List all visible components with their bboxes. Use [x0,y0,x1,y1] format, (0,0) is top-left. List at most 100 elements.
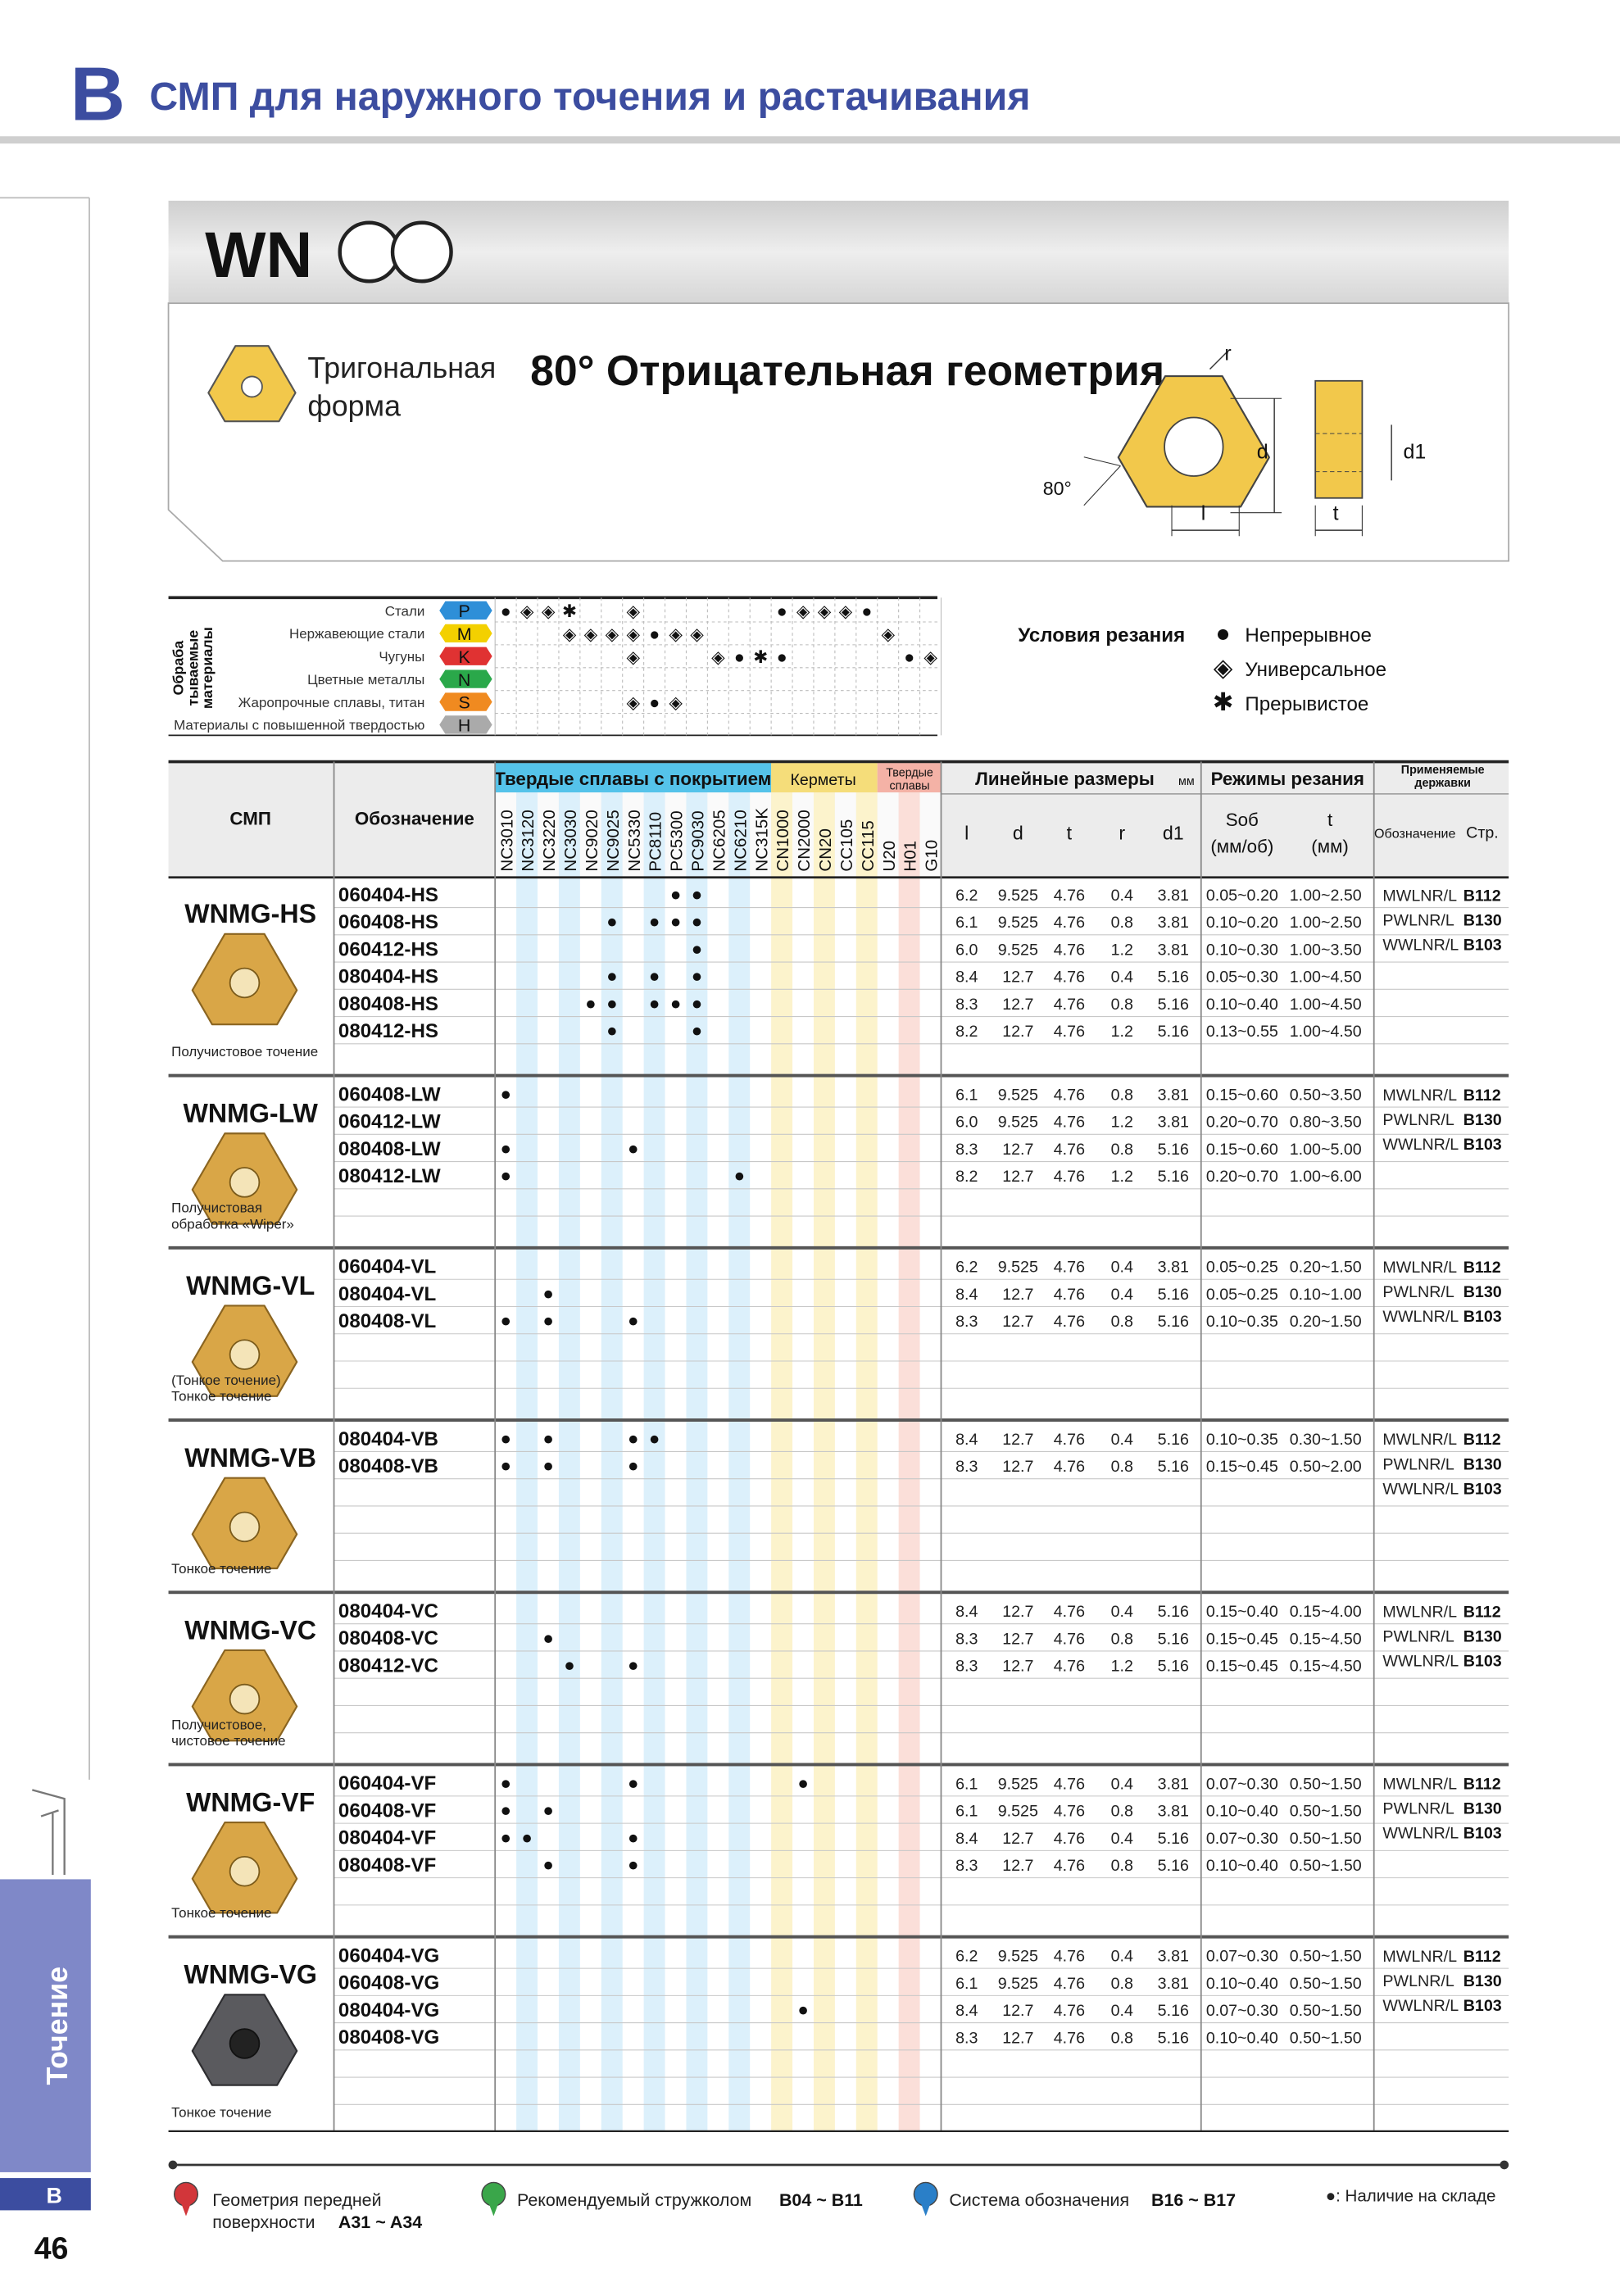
feed-value: 0.10~0.40 [1206,1803,1278,1821]
dimension-value: 12.7 [1002,969,1033,987]
depth-value: 0.50~1.50 [1290,1857,1362,1875]
grade-label: NC3120 [519,810,538,871]
dimension-value: 0.4 [1111,1259,1133,1277]
feed-value: 0.20~0.70 [1206,1114,1278,1132]
condition-symbol: ◈ [1214,654,1232,682]
dimension-value: 0.8 [1111,996,1133,1014]
stock-mark: ● [649,911,660,932]
depth-value: 0.15~4.50 [1290,1630,1362,1648]
grade-label: NC6210 [731,810,750,871]
grade-column-head [665,792,687,878]
dimension-value: 3.81 [1158,1948,1189,1966]
dimension-value: 8.2 [955,1023,978,1041]
footer-link-ref: B16 ~ B17 [1151,2190,1236,2210]
dimension-value: 8.4 [955,1603,978,1621]
grade-group-band [877,763,942,793]
feed-value: 0.13~0.55 [1206,1023,1278,1041]
dimension-value: 0.4 [1111,1830,1133,1848]
insert-code: 060404-HS [338,884,438,906]
dimension-value: 4.76 [1054,1086,1085,1104]
holder-page: B103 [1463,1825,1502,1843]
dimension-value: 8.3 [955,996,978,1014]
dim-header: r [1119,822,1125,843]
condition-mark: ● [649,693,660,713]
dimension-value: 0.4 [1111,887,1133,905]
dimension-value: 8.3 [955,1141,978,1159]
dimension-value: 8.3 [955,1630,978,1648]
stock-mark: ● [797,1999,809,2020]
holder-designation: PWLNR/L [1382,1111,1454,1129]
insert-code: 080408-VC [338,1627,438,1649]
grade-label: NC6205 [710,810,728,871]
insert-code: 080404-VF [338,1827,436,1849]
grade-column-head [495,792,517,878]
material-badge [439,669,492,688]
dimension-value: 0.8 [1111,1086,1133,1104]
dimension-value: 12.7 [1002,1857,1033,1875]
dimension-value: 3.81 [1158,887,1189,905]
dimension-value: 0.8 [1111,2029,1133,2047]
dimension-value: 9.525 [998,1975,1038,1993]
grade-label: H01 [901,841,920,872]
holder-page: B130 [1463,1627,1502,1645]
dimension-value: 9.525 [998,1775,1038,1793]
condition-mark: ◈ [690,624,704,644]
diagram-side [1314,379,1364,499]
grade-column-head [813,792,835,878]
grade-label: U20 [880,841,899,872]
grade-group-label: Твердые сплавы с покрытием [494,769,771,789]
insert-name: WNMG-VG [184,1960,317,1990]
dimension-value: 4.76 [1054,1286,1085,1304]
holder-page: B103 [1463,1136,1502,1154]
link-icon [913,2181,938,2207]
stock-mark: ● [628,1772,639,1793]
feed-value: 0.15~0.45 [1206,1658,1278,1676]
grade-label: CN1000 [774,810,792,871]
insert-code: 080412-LW [338,1165,441,1187]
insert-image-hole [229,1339,261,1370]
condition-mark: ◈ [584,624,598,644]
dim-header: d1 [1163,822,1184,843]
feed-value: 0.05~0.30 [1206,969,1278,987]
code-placeholder [338,220,401,284]
stock-mark: ● [500,1310,511,1331]
dimension-value: 4.76 [1054,1114,1085,1132]
depth-value: 0.50~1.50 [1290,1775,1362,1793]
column-header: t [1327,810,1333,830]
dim-label: r [1224,343,1231,365]
column-header: (мм/об) [1210,836,1273,856]
dimension-value: 5.16 [1158,1830,1189,1848]
footer-link-text: Рекомендуемый стружколом [517,2190,751,2210]
stock-mark: ● [628,1455,639,1476]
condition-mark: ◈ [669,693,683,713]
stock-mark: ● [670,884,681,905]
stock-mark: ● [585,993,596,1014]
dim-line [1083,456,1121,466]
insert-caption: Получистовое, [171,1717,266,1732]
dimension-value: 0.4 [1111,2002,1133,2020]
dimension-value: 5.16 [1158,969,1189,987]
grade-column-head [558,792,580,878]
feed-value: 0.05~0.25 [1206,1259,1278,1277]
grade-label: CC115 [859,820,878,871]
dimension-value: 4.76 [1054,1658,1085,1676]
grade-group-label: Керметы [790,771,855,789]
dimension-value: 4.76 [1054,914,1085,932]
dimension-value: 0.4 [1111,1603,1133,1621]
holder-designation: PWLNR/L [1382,1800,1454,1818]
depth-value: 0.30~1.50 [1290,1431,1362,1449]
insert-code: 080408-VL [338,1310,436,1332]
dimension-value: 8.2 [955,1168,978,1186]
holder-designation: WWLNR/L [1382,1136,1459,1154]
footer-dot [1500,2160,1509,2170]
holder-page: B112 [1463,1776,1501,1794]
dimension-value: 4.76 [1054,996,1085,1014]
condition-mark: ◈ [669,624,683,644]
depth-value: 0.50~1.50 [1290,2029,1362,2047]
material-name: Материалы с повышенной твердостью [174,718,425,733]
depth-value: 1.00~4.50 [1290,996,1362,1014]
column-header: Применяемые [1401,764,1485,777]
code-placeholder [390,220,453,284]
column-header: Стр. [1466,824,1499,842]
